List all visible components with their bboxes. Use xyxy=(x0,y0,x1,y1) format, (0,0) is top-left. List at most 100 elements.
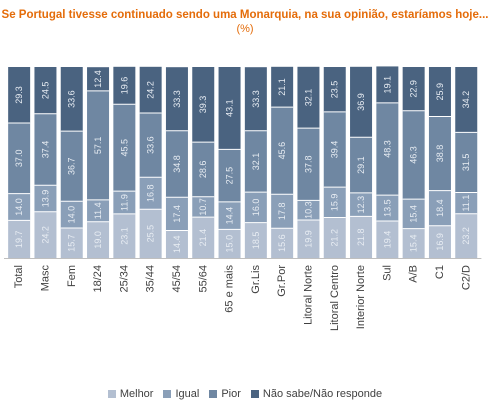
data-label: 11.1 xyxy=(461,195,471,212)
data-label: 32.1 xyxy=(303,89,313,107)
bar-segment xyxy=(34,113,57,186)
bar-segment xyxy=(8,67,31,123)
stacked-bar-chart: 19.7 14.0 37.0 29.3 Total 24.2 13.9 37.4 24.5 Mas… xyxy=(4,66,482,331)
bar-segment xyxy=(376,102,399,196)
bar-segment xyxy=(244,130,267,193)
chart-legend: Melhor Igual Pior Não sabe/Não responde xyxy=(0,388,490,400)
bar-segment xyxy=(402,110,425,200)
data-label: 39.4 xyxy=(330,141,340,159)
data-label: 36.9 xyxy=(356,93,366,111)
bar-segment xyxy=(60,131,83,202)
data-label: 25.9 xyxy=(435,83,445,101)
data-label: 17.4 xyxy=(172,205,182,223)
bar-segment xyxy=(428,190,451,226)
data-label: 18.5 xyxy=(251,232,261,250)
legend-label: Igual xyxy=(175,388,200,400)
bar-segment xyxy=(218,201,241,230)
data-label: 14.4 xyxy=(172,235,182,253)
category-label: Gr.Lis xyxy=(250,265,262,294)
category-label: 55/64 xyxy=(197,265,209,293)
data-label: 36.7 xyxy=(67,157,77,175)
data-label: 43.1 xyxy=(225,99,235,117)
bar-segment xyxy=(192,142,215,197)
data-label: 15.4 xyxy=(409,205,419,223)
data-label: 27.5 xyxy=(225,167,235,185)
category-label: Total xyxy=(13,265,25,288)
bar-segment xyxy=(350,192,373,217)
bar-segment xyxy=(428,67,451,117)
legend-item: Melhor xyxy=(107,388,153,400)
bar-segment xyxy=(34,211,57,258)
data-label: 24.2 xyxy=(146,81,156,99)
bar-segment xyxy=(244,67,267,131)
data-label: 10.3 xyxy=(303,201,313,219)
legend-swatch xyxy=(250,390,259,398)
data-label: 23.5 xyxy=(330,81,340,99)
bar-segment xyxy=(165,197,188,231)
data-label: 15.0 xyxy=(225,235,235,253)
data-label: 28.6 xyxy=(198,161,208,179)
legend-swatch xyxy=(107,390,116,398)
category-label: A/B xyxy=(408,265,420,283)
category-label: Fem xyxy=(66,265,78,287)
bar-segment xyxy=(376,195,399,221)
bar-segment xyxy=(455,192,478,214)
data-label: 17.8 xyxy=(277,202,287,220)
data-label: 19.1 xyxy=(382,76,392,94)
data-label: 32.1 xyxy=(251,153,261,171)
category-label: Masc xyxy=(39,265,51,292)
data-label: 33.6 xyxy=(146,136,156,154)
bar-segment xyxy=(113,191,136,214)
data-label: 11.9 xyxy=(119,194,129,211)
bar-segment xyxy=(192,67,215,143)
bar-segment xyxy=(34,67,57,114)
data-label: 25.5 xyxy=(146,225,156,243)
bar-segment xyxy=(455,213,478,258)
legend-swatch xyxy=(163,390,172,398)
chart-title: Se Portugal tivesse continuado sendo uma… xyxy=(1,9,489,21)
bar-segment xyxy=(113,104,136,192)
category-label: Interior Norte xyxy=(355,265,367,329)
data-label: 12.3 xyxy=(356,196,366,214)
data-label: 34.2 xyxy=(461,91,471,109)
chart-title-block: Se Portugal tivesse continuado sendo uma… xyxy=(0,8,490,36)
bar-segment xyxy=(192,196,215,218)
bar-segment xyxy=(139,113,162,178)
bar-segment xyxy=(244,192,267,223)
category-label: C2/D xyxy=(460,265,472,290)
data-label: 31.5 xyxy=(461,154,471,172)
bar-segment xyxy=(60,228,83,258)
data-label: 10.7 xyxy=(198,198,208,216)
data-label: 45.6 xyxy=(277,142,287,160)
bar-segment xyxy=(297,128,320,201)
data-label: 37.0 xyxy=(14,150,24,168)
category-label: 18/24 xyxy=(92,265,104,293)
data-label: 21.4 xyxy=(198,229,208,247)
data-label: 11.4 xyxy=(93,202,103,219)
bar-segment xyxy=(60,201,83,229)
bar-segment xyxy=(218,149,241,202)
data-label: 14.0 xyxy=(14,198,24,216)
chart-subtitle: (%) xyxy=(236,23,254,35)
data-label: 22.9 xyxy=(409,80,419,98)
bar-segment xyxy=(87,67,110,91)
data-label: 15.7 xyxy=(67,234,77,252)
data-label: 48.3 xyxy=(382,140,392,158)
category-label: Litoral Norte xyxy=(302,265,314,325)
data-label: 16.0 xyxy=(251,199,261,217)
legend-item: Pior xyxy=(209,388,241,400)
data-label: 45.5 xyxy=(119,139,129,157)
bar-segment xyxy=(350,66,373,138)
data-label: 38.8 xyxy=(435,145,445,163)
legend-label: Pior xyxy=(221,388,241,400)
legend-item: Igual xyxy=(163,388,199,400)
bar-segment xyxy=(455,132,478,193)
bar-segment xyxy=(165,230,188,258)
data-label: 21.1 xyxy=(277,78,287,96)
data-label: 19.7 xyxy=(14,230,24,248)
data-label: 46.3 xyxy=(409,146,419,164)
data-label: 15.4 xyxy=(409,235,419,253)
bar-segment xyxy=(113,213,136,258)
data-label: 57.1 xyxy=(93,137,103,155)
data-label: 29.3 xyxy=(14,86,24,104)
